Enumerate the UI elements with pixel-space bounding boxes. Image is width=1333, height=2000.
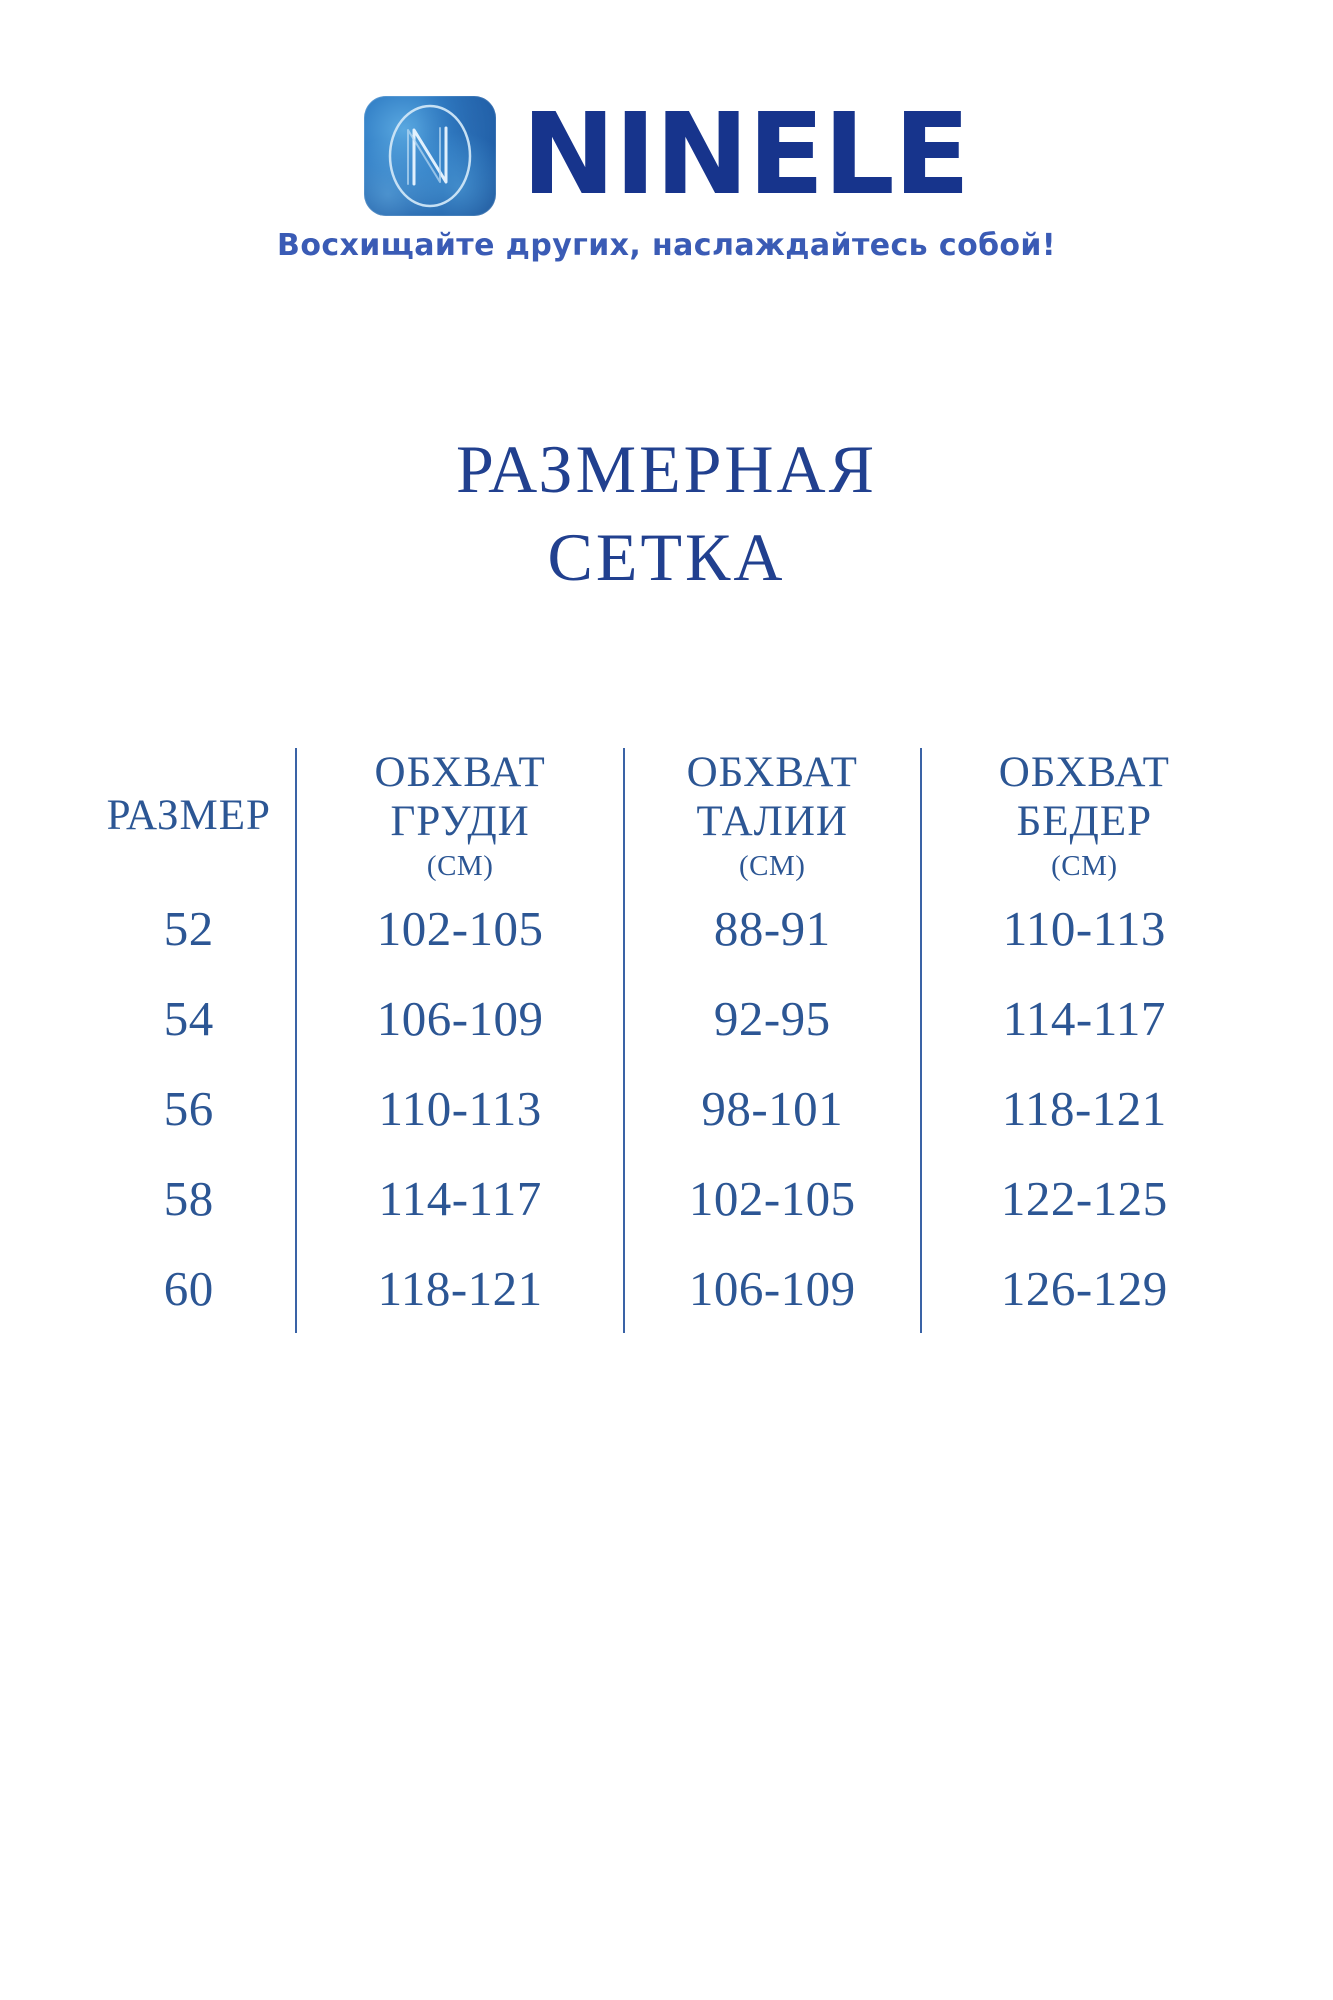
cell-bust: 114-117 [295, 1153, 624, 1244]
cell-bust: 106-109 [295, 973, 624, 1064]
size-table-body: 52 102-105 88-91 110-113 54 106-109 92-9… [82, 883, 1247, 1334]
column-header-size: РАЗМЕР [82, 748, 296, 883]
column-header-waist-line2: ТАЛИИ [696, 798, 848, 846]
table-header-row: РАЗМЕР ОБХВАТ ГРУДИ (СМ) ОБХВАТ ТАЛИИ (С… [82, 748, 1247, 884]
column-header-waist-line1: ОБХВАТ [686, 749, 858, 796]
cell-waist: 102-105 [622, 1153, 921, 1244]
logo-row: NINELE [363, 90, 971, 221]
table-row: 60 118-121 106-109 126-129 [82, 1243, 1247, 1334]
page-title: РАЗМЕРНАЯ СЕТКА [0, 425, 1333, 602]
table-row: 58 114-117 102-105 122-125 [82, 1153, 1247, 1244]
column-header-bust-line2: ГРУДИ [390, 798, 530, 846]
cell-hips: 126-129 [919, 1243, 1247, 1334]
cell-bust: 110-113 [295, 1063, 624, 1154]
column-header-bust: ОБХВАТ ГРУДИ (СМ) [295, 748, 624, 884]
cell-hips: 114-117 [919, 973, 1247, 1064]
column-header-bust-unit: (СМ) [426, 850, 494, 883]
cell-hips: 110-113 [919, 883, 1247, 974]
column-header-waist-unit: (СМ) [739, 850, 806, 883]
cell-size: 56 [163, 1080, 214, 1136]
brand-header: NINELE Восхищайте других, наслаждайтесь … [0, 96, 1333, 263]
column-header-waist: ОБХВАТ ТАЛИИ (СМ) [622, 748, 921, 884]
table-row: 52 102-105 88-91 110-113 [82, 883, 1247, 974]
size-table-container: РАЗМЕР ОБХВАТ ГРУДИ (СМ) ОБХВАТ ТАЛИИ (С… [82, 748, 1247, 1334]
cell-hips: 118-121 [919, 1063, 1247, 1154]
page-title-line-1: РАЗМЕРНАЯ [456, 431, 877, 507]
cell-size: 52 [163, 900, 214, 956]
column-header-hips-line1: ОБХВАТ [998, 749, 1170, 796]
cell-hips: 122-125 [919, 1153, 1247, 1244]
page-title-line-2: СЕТКА [547, 519, 786, 596]
column-header-bust-line1: ОБХВАТ [374, 749, 546, 796]
column-header-hips: ОБХВАТ БЕДЕР (СМ) [919, 748, 1247, 884]
cell-bust: 102-105 [295, 883, 624, 974]
ninele-monogram-icon [363, 96, 496, 216]
size-table: РАЗМЕР ОБХВАТ ГРУДИ (СМ) ОБХВАТ ТАЛИИ (С… [82, 748, 1247, 1334]
column-header-size-label: РАЗМЕР [106, 792, 271, 840]
cell-waist: 98-101 [622, 1063, 921, 1154]
cell-bust: 118-121 [295, 1243, 624, 1334]
column-header-hips-line2: БЕДЕР [1016, 798, 1153, 846]
cell-waist: 106-109 [622, 1243, 921, 1334]
brand-tagline: Восхищайте других, наслаждайтесь собой! [277, 228, 1056, 263]
table-row: 54 106-109 92-95 114-117 [82, 973, 1247, 1064]
cell-waist: 88-91 [622, 883, 921, 974]
cell-size: 54 [163, 990, 214, 1046]
column-header-hips-unit: (СМ) [1051, 850, 1118, 883]
cell-size: 60 [163, 1260, 214, 1316]
table-row: 56 110-113 98-101 118-121 [82, 1063, 1247, 1154]
cell-waist: 92-95 [622, 973, 921, 1064]
brand-wordmark: NINELE [521, 90, 971, 221]
size-table-head: РАЗМЕР ОБХВАТ ГРУДИ (СМ) ОБХВАТ ТАЛИИ (С… [82, 748, 1247, 884]
cell-size: 58 [163, 1170, 214, 1226]
